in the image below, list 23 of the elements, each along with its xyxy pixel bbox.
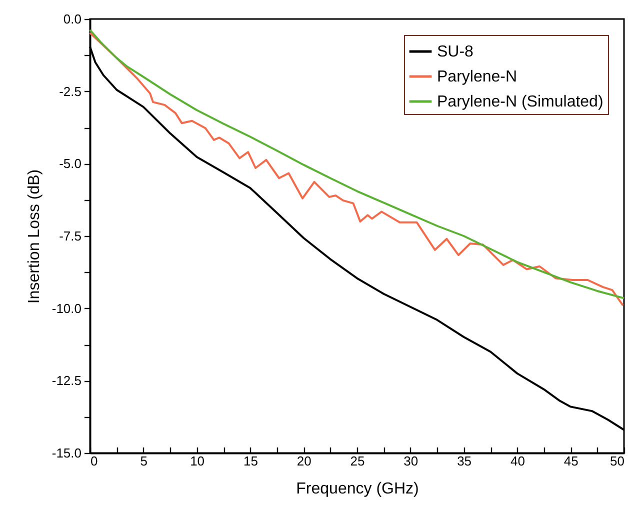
- x-tick-label: 35: [457, 454, 472, 468]
- x-tick-label: 45: [564, 454, 578, 468]
- x-tick-label: 40: [510, 454, 525, 468]
- y-axis-title: Insertion Loss (dB): [26, 169, 43, 304]
- y-tick-label: -10.0: [52, 300, 82, 316]
- x-tick-label: 30: [404, 454, 418, 468]
- x-tick-label: 20: [296, 454, 312, 468]
- x-tick-label: 0: [90, 454, 98, 468]
- x-tick-label: 10: [190, 454, 205, 468]
- x-tick-label: 50: [610, 454, 624, 468]
- legend-label: Parylene-N: [437, 68, 518, 86]
- y-tick-label: -7.5: [59, 228, 82, 244]
- x-tick-label: 15: [243, 454, 258, 468]
- y-tick-label: -5.0: [59, 156, 82, 172]
- legend-label: SU-8: [437, 44, 474, 60]
- x-axis-title: Frequency (GHz): [296, 480, 419, 498]
- y-tick-label: -15.0: [52, 446, 82, 460]
- legend-label: Parylene-N (Simulated): [437, 94, 604, 110]
- x-tick-label: 5: [140, 454, 148, 468]
- y-tick-label: -12.5: [52, 373, 82, 388]
- y-tick-label: -2.5: [59, 84, 82, 99]
- x-tick-label: 25: [350, 454, 365, 468]
- y-tick-label: 0.0: [63, 12, 82, 26]
